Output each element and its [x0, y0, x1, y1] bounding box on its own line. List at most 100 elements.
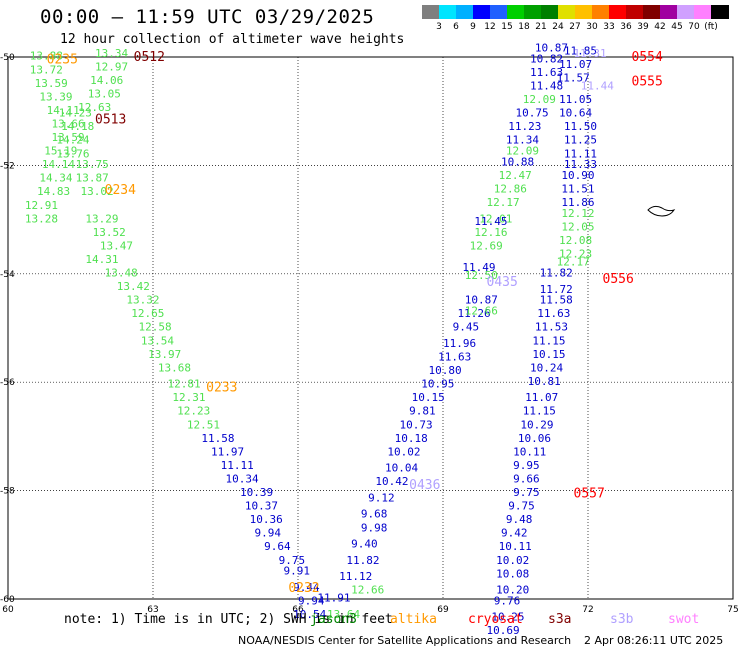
wave-height-value: 13.59	[52, 131, 85, 144]
wave-height-value: 11.11	[564, 147, 597, 160]
wave-height-value: 12.17	[487, 196, 520, 209]
wave-height-value: 13.72	[30, 63, 63, 76]
wave-height-value: 14.14	[42, 158, 75, 171]
pass-time-label: 0234	[105, 183, 136, 198]
wave-height-value: 10.87	[535, 42, 568, 55]
colorbar-label: 24	[552, 22, 564, 32]
wave-height-value: 11.34	[506, 134, 539, 147]
wave-height-value: 9.75	[279, 554, 306, 567]
wave-height-value: 12.09	[523, 93, 556, 106]
wave-height-value: 12.51	[187, 418, 220, 431]
wave-height-value: 13.29	[85, 212, 118, 225]
wave-height-value: 12.81	[168, 378, 201, 391]
wave-height-value: 14.31	[85, 253, 118, 266]
x-tick-label: 72	[582, 605, 593, 615]
wave-height-value: 10.39	[240, 486, 273, 499]
wave-height-value: 13.59	[35, 77, 68, 90]
pass-time-label: 0235	[47, 53, 78, 68]
y-tick-label: -50	[0, 53, 15, 63]
colorbar-swatch	[694, 5, 712, 19]
legend-item-s3b: s3b	[610, 612, 634, 627]
wave-height-value: 11.05	[559, 93, 592, 106]
wave-height-value: 14.34	[39, 172, 72, 185]
wave-height-value: 13.76	[56, 147, 89, 160]
wave-height-value: 13.75	[76, 158, 109, 171]
y-tick-label: -60	[0, 595, 15, 605]
wave-height-value: 13.39	[39, 90, 72, 103]
wave-height-value: 12.01	[479, 212, 512, 225]
wave-height-value: 14.11	[47, 104, 80, 117]
pass-time-label: 0512	[134, 50, 165, 65]
wave-height-value: 10.20	[496, 584, 529, 597]
x-tick-label: 69	[437, 605, 449, 615]
wave-height-value: 13.64	[327, 608, 360, 621]
wave-height-value: 11.82	[346, 554, 379, 567]
legend-item-cryosat: cryosat	[468, 612, 523, 627]
wave-height-value: 9.64	[264, 540, 291, 553]
wave-height-value: 9.48	[506, 513, 533, 526]
wave-height-value: 13.34	[95, 47, 128, 60]
wave-height-value: 12.63	[78, 101, 111, 114]
wave-height-value: 15.19	[44, 145, 77, 158]
wave-height-value: 10.42	[375, 475, 408, 488]
wave-height-value: 13.02	[81, 185, 114, 198]
colorbar-label: 36	[620, 22, 632, 32]
wave-height-value: 10.08	[496, 567, 529, 580]
wave-height-value: 10.95	[421, 378, 454, 391]
colorbar-swatch	[507, 5, 525, 19]
island-outline	[647, 205, 676, 217]
colorbar-label: 33	[603, 22, 615, 32]
wave-height-value: 12.17	[557, 256, 590, 269]
wave-height-value: 11.58	[540, 294, 573, 307]
wave-height-value: 9.42	[501, 527, 528, 540]
wave-height-value: 11.57	[557, 71, 590, 84]
wave-height-value: 9.68	[361, 508, 388, 521]
wave-height-value: 12.47	[499, 169, 532, 182]
wave-height-value: 9.40	[351, 538, 378, 551]
wave-height-value: 12.12	[561, 207, 594, 220]
wave-height-value: 11.63	[537, 307, 570, 320]
wave-height-value: 10.02	[496, 554, 529, 567]
wave-height-value: 9.66	[513, 472, 540, 485]
colorbar-label: 27	[569, 22, 581, 32]
wave-height-value: 13.52	[93, 226, 126, 239]
legend-item-s3a: s3a	[548, 612, 572, 627]
wave-height-value: 10.11	[499, 540, 532, 553]
wave-height-value: 11.33	[564, 158, 597, 171]
wave-height-value: 10.64	[559, 107, 592, 120]
wave-height-value: 10.24	[530, 361, 563, 374]
wave-height-value: 12.31	[172, 391, 205, 404]
colorbar-swatch	[626, 5, 644, 19]
wave-height-value: 9.75	[508, 500, 535, 513]
note-text: note: 1) Time is in UTC; 2) SWH is in fe…	[64, 612, 393, 627]
legend-item-jason3: jason3	[310, 612, 357, 627]
y-tick-label: -52	[0, 161, 15, 171]
wave-height-value: 12.05	[561, 220, 594, 233]
wave-height-value: 10.73	[400, 418, 433, 431]
colorbar-swatch	[456, 5, 474, 19]
wave-height-value: 10.88	[501, 155, 534, 168]
pass-time-label: 0232	[288, 581, 319, 596]
wave-height-value: 9.94	[298, 594, 325, 607]
plot-frame	[7, 56, 734, 600]
wave-height-value: 12.65	[131, 307, 164, 320]
colorbar-label: 6	[453, 22, 459, 32]
wave-height-value: 11.51	[561, 183, 594, 196]
colorbar-swatch	[643, 5, 661, 19]
wave-height-value: 12.66	[351, 584, 384, 597]
wave-height-value: 11.12	[339, 570, 372, 583]
pass-time-label: 0555	[632, 74, 663, 89]
pass-time-label: 0436	[409, 478, 440, 493]
wave-height-value: 10.25	[491, 611, 524, 624]
wave-height-value: 13.32	[126, 294, 159, 307]
x-tick-label: 63	[147, 605, 158, 615]
colorbar-label: 70	[688, 22, 700, 32]
wave-height-value: 11.11	[221, 459, 254, 472]
colorbar-label: 45	[671, 22, 683, 32]
wave-height-value: 11.96	[443, 337, 476, 350]
wave-height-value: 14.83	[37, 185, 70, 198]
wave-height-value: 9.94	[255, 527, 282, 540]
colorbar-label: 18	[518, 22, 530, 32]
wave-height-value: 14.23	[59, 107, 92, 120]
